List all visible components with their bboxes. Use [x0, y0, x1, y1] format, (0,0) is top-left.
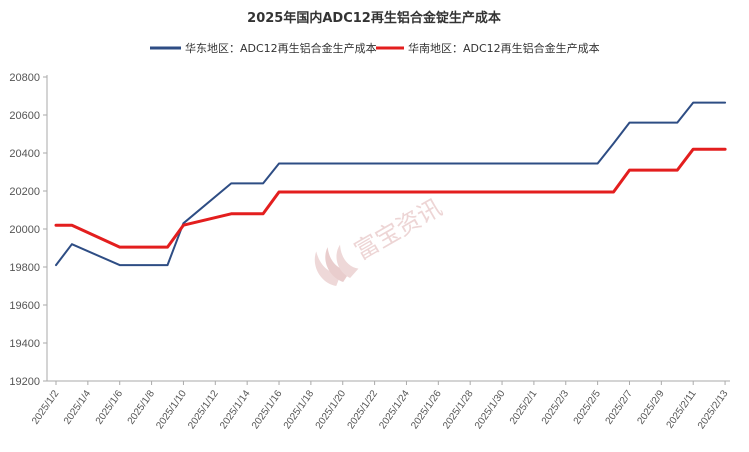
- watermark-text: 富宝资讯: [350, 193, 447, 265]
- x-tick-label: 2025/1/8: [126, 388, 158, 427]
- axes: [46, 75, 730, 382]
- x-tick-label: 2025/2/5: [572, 388, 604, 427]
- y-tick-label: 19800: [9, 262, 40, 274]
- series-line-east: [55, 101, 727, 267]
- y-tick-label: 20400: [9, 148, 40, 160]
- series-line-south: [54, 147, 727, 249]
- x-tick-label: 2025/1/30: [473, 388, 508, 431]
- x-tick-label: 2025/2/7: [604, 388, 636, 427]
- y-tick-label: 19400: [9, 338, 40, 350]
- x-tick-label: 2025/2/11: [665, 388, 699, 431]
- x-tick-label: 2025/1/16: [250, 388, 285, 431]
- x-tick-label: 2025/1/20: [314, 388, 349, 431]
- y-axis-ticks: 19200 19400 19600 19800 20000 20200 20400 20600…: [9, 72, 47, 388]
- x-tick-label: 2025/1/24: [377, 388, 412, 431]
- x-tick-label: 2025/2/13: [696, 388, 731, 431]
- x-tick-label: 2025/1/14: [218, 388, 253, 431]
- x-tick-label: 2025/2/3: [540, 388, 572, 427]
- watermark: 富宝资讯: [314, 193, 447, 287]
- legend: 华东地区：ADC12再生铝合金生产成本 华南地区：ADC12再生铝合金生产成本: [150, 41, 600, 55]
- x-tick-label: 2025/1/2: [30, 388, 62, 427]
- y-tick-label: 20000: [9, 224, 40, 236]
- legend-label-south: 华南地区：ADC12再生铝合金生产成本: [408, 41, 600, 55]
- series-layer: [54, 101, 727, 267]
- y-tick-label: 20800: [9, 72, 40, 84]
- x-axis-ticks: 2025/1/2 2025/1/4 2025/1/6 2025/1/82025/1/1…: [30, 381, 731, 431]
- y-tick-label: 20200: [9, 186, 40, 198]
- x-tick-label: 2025/1/6: [94, 388, 126, 427]
- legend-label-east: 华东地区：ADC12再生铝合金生产成本: [185, 41, 377, 55]
- x-tick-label: 2025/1/18: [282, 388, 317, 431]
- y-tick-label: 20600: [9, 110, 40, 122]
- watermark-logo-icon: [314, 244, 359, 287]
- chart-title: 2025年国内ADC12再生铝合金锭生产成本: [247, 10, 501, 26]
- x-tick-label: 2025/1/22: [346, 388, 381, 431]
- y-tick-label: 19600: [9, 300, 40, 312]
- x-tick-label: 2025/1/28: [441, 388, 476, 431]
- x-tick-label: 2025/1/4: [62, 388, 94, 427]
- x-tick-label: 2025/2/1: [508, 388, 540, 427]
- x-tick-label: 2025/1/26: [409, 388, 444, 431]
- x-tick-label: 2025/2/9: [635, 388, 667, 427]
- x-tick-label: 2025/1/12: [186, 388, 221, 431]
- x-tick-label: 2025/1/10: [154, 388, 189, 431]
- y-tick-label: 19200: [9, 376, 40, 388]
